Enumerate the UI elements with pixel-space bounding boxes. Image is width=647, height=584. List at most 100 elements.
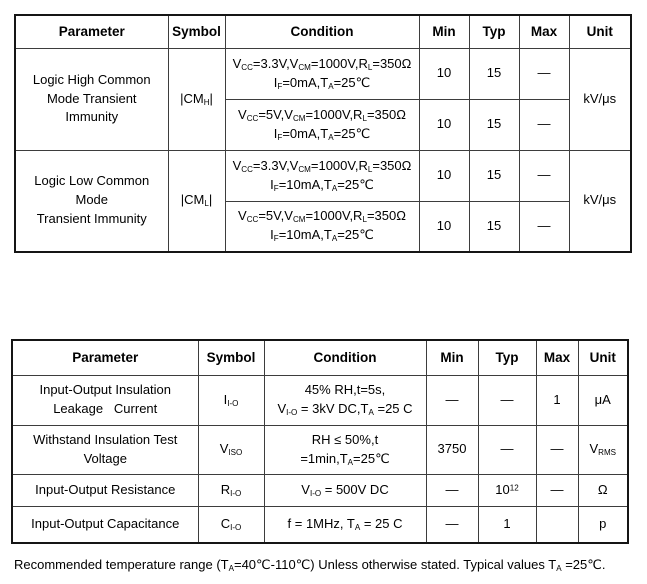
col-header-symbol: Symbol	[167, 14, 226, 49]
table-row: Input-Output Capacitance CI-O f = 1MHz, …	[11, 505, 629, 544]
min-cell: —	[425, 374, 479, 426]
condition-line: VCC=5V,VCM=1000V,RL=350Ω	[238, 106, 406, 123]
col-header-typ: Typ	[468, 14, 520, 49]
min-cell: 3750	[425, 424, 479, 475]
symbol-cell: |CMH|	[167, 47, 226, 151]
condition-line: VCC=3.3V,VCM=1000V,RL=350Ω	[232, 157, 412, 174]
col-header-condition: Condition	[263, 339, 427, 376]
unit-cell: p	[577, 505, 629, 544]
max-cell: —	[518, 149, 570, 202]
parameter-line: Input-Output Capacitance	[31, 515, 180, 531]
typ-cell: 1	[477, 505, 537, 544]
insulation-characteristics-table: Parameter Symbol Condition Min Typ Max U…	[11, 339, 629, 544]
col-header-min: Min	[418, 14, 470, 49]
typ-cell: 1012	[477, 473, 537, 507]
max-cell: —	[535, 424, 579, 475]
min-cell: 10	[418, 47, 470, 100]
parameter-line: Logic Low Common Mode	[34, 173, 150, 208]
condition-line: IF=0mA,TA=25℃	[273, 125, 371, 142]
table-row: Withstand Insulation Test Voltage VISO R…	[11, 424, 629, 475]
unit-cell: Ω	[577, 473, 629, 507]
symbol-cell: CI-O	[197, 505, 265, 544]
parameter-cell: Withstand Insulation Test Voltage	[11, 424, 199, 475]
col-header-symbol: Symbol	[197, 339, 265, 376]
transient-immunity-table: Parameter Symbol Condition Min Typ Max U…	[14, 14, 632, 253]
symbol-cell: |CML|	[167, 149, 226, 253]
parameter-cell: Input-Output Capacitance	[11, 505, 199, 544]
parameter-line: Input-Output Resistance	[35, 481, 176, 497]
min-cell: —	[425, 473, 479, 507]
condition-cell: f = 1MHz, TA = 25 C	[263, 505, 427, 544]
col-header-parameter: Parameter	[14, 14, 169, 49]
parameter-line: Mode Transient Immunity	[46, 90, 137, 125]
table-row: Logic High Common Mode Transient Immunit…	[14, 47, 632, 151]
typ-cell: 15	[468, 47, 520, 100]
condition-line: RH ≤ 50%,t =1min,TA=25℃	[300, 431, 390, 467]
parameter-line: Input-Output Insulation	[39, 382, 172, 398]
parameter-cell: Input-Output Insulation Leakage Current	[11, 374, 199, 426]
typ-cell: 15	[468, 149, 520, 202]
condition-line: VCC=3.3V,VCM=1000V,RL=350Ω	[232, 55, 412, 72]
temperature-range-footnote: Recommended temperature range (TA=40℃-11…	[14, 557, 606, 573]
min-cell: 10	[418, 200, 470, 253]
condition-cell: VCC=3.3V,VCM=1000V,RL=350Ω IF=10mA,TA=25…	[224, 149, 420, 202]
condition-cell: VI-O = 500V DC	[263, 473, 427, 507]
table-row: Input-Output Insulation Leakage Current …	[11, 374, 629, 426]
condition-line: 45% RH,t=5s,	[304, 382, 386, 398]
parameter-cell: Logic Low Common Mode Transient Immunity	[14, 149, 169, 253]
table-row: Logic Low Common Mode Transient Immunity…	[14, 149, 632, 253]
unit-cell: VRMS	[577, 424, 629, 475]
parameter-line: Leakage Current	[53, 401, 158, 416]
parameter-cell: Logic High Common Mode Transient Immunit…	[14, 47, 169, 151]
col-header-condition: Condition	[224, 14, 420, 49]
table-row: VCC=5V,VCM=1000V,RL=350Ω IF=10mA,TA=25℃ …	[15, 200, 631, 253]
parameter-line: Logic High Common	[32, 71, 151, 87]
parameter-cell: Input-Output Resistance	[11, 473, 199, 507]
condition-cell: RH ≤ 50%,t =1min,TA=25℃	[263, 424, 427, 475]
table2-header-row: Parameter Symbol Condition Min Typ Max U…	[11, 339, 629, 376]
condition-cell: 45% RH,t=5s, VI-O = 3kV DC,TA =25 C	[263, 374, 427, 426]
max-cell: —	[535, 473, 579, 507]
condition-cell: VCC=3.3V,VCM=1000V,RL=350Ω IF=0mA,TA=25℃	[224, 47, 420, 100]
table-row: VCC=5V,VCM=1000V,RL=350Ω IF=0mA,TA=25℃ 1…	[15, 98, 631, 151]
max-cell: 1	[535, 374, 579, 426]
max-cell: —	[518, 98, 570, 151]
min-cell: 10	[418, 98, 470, 151]
typ-cell: 15	[468, 200, 520, 253]
col-header-parameter: Parameter	[11, 339, 199, 376]
col-header-min: Min	[425, 339, 479, 376]
typ-cell: —	[477, 374, 537, 426]
parameter-line: Withstand Insulation Test	[33, 431, 178, 447]
unit-cell: kV/μs	[568, 149, 632, 253]
col-header-unit: Unit	[568, 14, 632, 49]
col-header-typ: Typ	[477, 339, 537, 376]
condition-line: IF=0mA,TA=25℃	[273, 74, 371, 91]
parameter-line: Voltage	[83, 450, 127, 466]
condition-cell: VCC=5V,VCM=1000V,RL=350Ω IF=0mA,TA=25℃	[224, 98, 420, 151]
condition-line: f = 1MHz, TA = 25 C	[287, 515, 403, 532]
symbol-cell: RI-O	[197, 473, 265, 507]
parameter-line: Transient Immunity	[36, 211, 147, 227]
table-row: Input-Output Resistance RI-O VI-O = 500V…	[11, 473, 629, 507]
condition-cell: VCC=5V,VCM=1000V,RL=350Ω IF=10mA,TA=25℃	[224, 200, 420, 253]
condition-line: VI-O = 3kV DC,TA =25 C	[277, 401, 413, 417]
max-cell: —	[518, 47, 570, 100]
unit-cell: kV/μs	[568, 47, 632, 151]
typ-cell: —	[477, 424, 537, 475]
min-cell: 10	[418, 149, 470, 202]
typ-cell: 15	[468, 98, 520, 151]
col-header-unit: Unit	[577, 339, 629, 376]
max-cell: —	[518, 200, 570, 253]
condition-line: IF=10mA,TA=25℃	[270, 227, 374, 244]
symbol-cell: VISO	[197, 424, 265, 475]
col-header-max: Max	[518, 14, 570, 49]
max-cell	[535, 505, 579, 544]
condition-line: IF=10mA,TA=25℃	[270, 176, 374, 193]
col-header-max: Max	[535, 339, 579, 376]
min-cell: —	[425, 505, 479, 544]
table1-header-row: Parameter Symbol Condition Min Typ Max U…	[14, 14, 632, 49]
condition-line: VI-O = 500V DC	[301, 481, 389, 498]
unit-cell: μA	[577, 374, 629, 426]
symbol-cell: II-O	[197, 374, 265, 426]
condition-line: VCC=5V,VCM=1000V,RL=350Ω	[238, 208, 406, 225]
